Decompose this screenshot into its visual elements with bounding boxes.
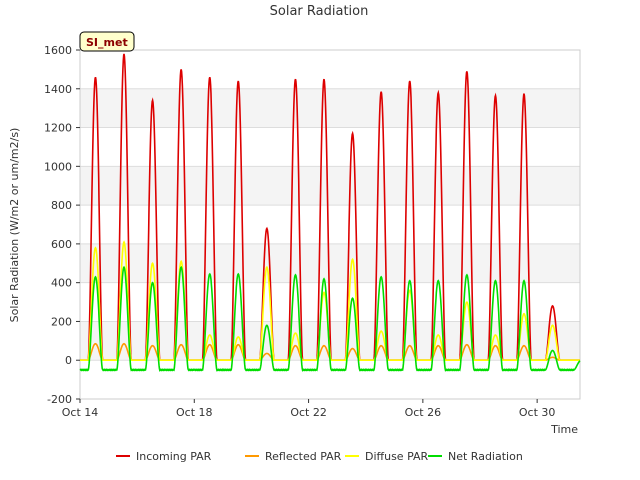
legend-label: Net Radiation — [448, 450, 523, 463]
legend-label: Diffuse PAR — [365, 450, 429, 463]
grid-band — [80, 243, 580, 283]
plot-frame — [79, 49, 581, 400]
x-axis-ticks: Oct 14 Oct 18 Oct 22 Oct 26 Oct 30 — [62, 399, 556, 419]
series-line-net-radiation — [79, 265, 581, 372]
y-tick-label: 600 — [51, 238, 72, 251]
y-tick-label: -200 — [47, 393, 72, 406]
legend-label: Reflected PAR — [265, 450, 342, 463]
y-axis-ticks: -200 0 200 400 600 800 1000 1200 1400 1600 — [44, 44, 80, 406]
legend-label: Incoming PAR — [136, 450, 212, 463]
y-tick-label: 0 — [65, 354, 72, 367]
grid-band — [80, 88, 580, 128]
y-tick-label: 400 — [51, 277, 72, 290]
site-label: SI_met — [86, 36, 128, 49]
grid-band — [80, 166, 580, 206]
series-lines — [79, 53, 581, 372]
y-tick-label: 1600 — [44, 44, 72, 57]
y-tick-label: 800 — [51, 199, 72, 212]
x-tick-label: Oct 18 — [176, 406, 213, 419]
y-tick-label: 1400 — [44, 83, 72, 96]
x-tick-label: Oct 30 — [519, 406, 556, 419]
chart-title: Solar Radiation — [270, 4, 369, 19]
x-tick-label: Oct 14 — [62, 406, 99, 419]
x-tick-label: Oct 22 — [290, 406, 327, 419]
x-tick-label: Oct 26 — [405, 406, 442, 419]
y-tick-label: 1000 — [44, 160, 72, 173]
legend: Incoming PAR Reflected PAR Diffuse PAR Net … — [116, 450, 523, 463]
y-tick-label: 1200 — [44, 122, 72, 135]
y-axis-title: Solar Radiation (W/m2 or um/m2/s) — [8, 128, 21, 323]
site-label-box: SI_met — [79, 31, 135, 52]
x-axis-title: Time — [550, 423, 578, 436]
y-tick-label: 200 — [51, 315, 72, 328]
